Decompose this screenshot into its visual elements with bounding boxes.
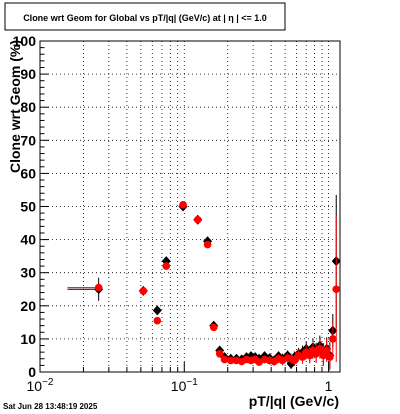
data-point bbox=[203, 240, 212, 249]
data-point bbox=[220, 355, 229, 364]
data-point bbox=[332, 285, 341, 294]
y-tick-label: 100 bbox=[13, 33, 37, 49]
x-axis-label: pT/|q| (GeV/c) bbox=[249, 393, 339, 409]
data-point bbox=[329, 335, 337, 343]
data-point bbox=[316, 345, 324, 353]
data-point bbox=[290, 356, 299, 365]
series-2 bbox=[67, 201, 341, 371]
x-tick-label: 1 bbox=[325, 378, 333, 394]
y-tick-label: 10 bbox=[20, 331, 36, 347]
y-tick-label: 50 bbox=[20, 199, 36, 215]
y-axis-label: Clone wrt Geom (%) bbox=[7, 40, 23, 173]
data-point bbox=[226, 356, 235, 365]
data-point bbox=[215, 349, 224, 358]
data-point bbox=[322, 346, 331, 355]
date-stamp: Sat Jun 28 13:48:19 2025 bbox=[3, 402, 98, 411]
data-point bbox=[179, 201, 187, 209]
y-tick-label: 90 bbox=[20, 66, 36, 82]
chart-title: Clone wrt Geom for Global vs pT/|q| (GeV… bbox=[23, 13, 267, 23]
title-box bbox=[4, 2, 286, 31]
data-point bbox=[152, 305, 162, 316]
y-tick-label: 60 bbox=[20, 165, 36, 181]
y-tick-label: 70 bbox=[20, 132, 36, 148]
data-point bbox=[153, 316, 162, 325]
y-tick-label: 30 bbox=[20, 265, 36, 281]
data-series bbox=[67, 194, 341, 371]
data-point bbox=[193, 215, 202, 224]
y-tick-label: 40 bbox=[20, 232, 36, 248]
data-point bbox=[139, 287, 148, 295]
y-tick-label: 20 bbox=[20, 298, 36, 314]
y-tick-label: 80 bbox=[20, 99, 36, 115]
data-point bbox=[162, 262, 171, 270]
data-point bbox=[326, 353, 334, 361]
data-point bbox=[94, 283, 103, 292]
x-tick-label: 10−2 bbox=[27, 377, 54, 394]
data-point bbox=[209, 323, 218, 332]
y-tick-label: 0 bbox=[28, 364, 36, 380]
x-tick-label: 10−1 bbox=[171, 377, 198, 394]
